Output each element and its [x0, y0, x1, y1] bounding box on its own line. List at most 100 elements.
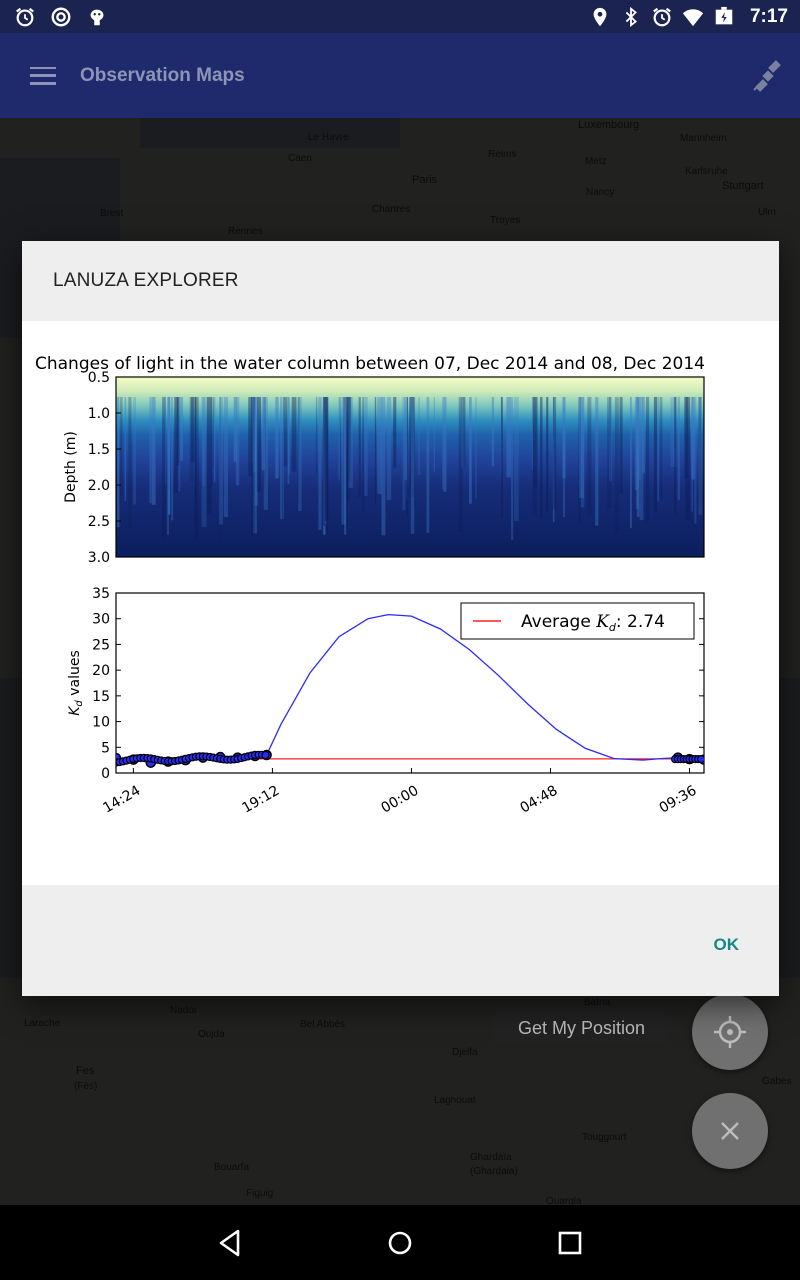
heatmap-streak — [579, 397, 584, 499]
heatmap-streak — [500, 397, 502, 475]
menu-icon[interactable] — [30, 66, 56, 85]
heatmap-streak — [691, 397, 695, 480]
heatmap-streak — [133, 397, 137, 505]
heatmap-streak — [180, 397, 184, 461]
heatmap-streak — [287, 397, 290, 485]
kd-y-tick-label: 10 — [92, 715, 110, 731]
heatmap-streak — [413, 397, 416, 508]
heatmap-streak — [346, 397, 351, 501]
heatmap-streak — [685, 397, 691, 521]
heatmap-streak — [151, 397, 156, 505]
heatmap-streak — [539, 397, 543, 519]
dialog-body: Changes of light in the water column bet… — [22, 321, 779, 885]
heatmap-streak — [587, 397, 592, 517]
heatmap-streak — [323, 397, 326, 535]
heatmap-y-tick-label: 1.5 — [88, 442, 110, 458]
heatmap-streak — [263, 397, 266, 487]
kd-x-tick-label: 19:12 — [239, 783, 282, 817]
heatmap-streak — [580, 397, 585, 508]
app-title: Observation Maps — [80, 64, 245, 86]
heatmap-streak — [167, 397, 171, 515]
heatmap-streak — [511, 397, 514, 540]
heatmap-streak — [206, 397, 211, 514]
heatmap-streak — [344, 397, 347, 535]
kd-legend: Average Kd: 2.74 — [460, 602, 695, 640]
heatmap-streak — [698, 397, 702, 508]
heatmap-streak — [167, 397, 169, 535]
heatmap-streak — [443, 397, 447, 492]
heatmap-streak — [120, 397, 123, 496]
heatmap-streak — [194, 397, 199, 539]
heatmap-streak — [324, 397, 329, 521]
recents-icon[interactable] — [554, 1227, 586, 1259]
alarm-icon — [653, 7, 671, 26]
heatmap-streak — [190, 397, 195, 463]
heatmap-streak — [469, 397, 472, 504]
heatmap-streak — [212, 397, 214, 467]
clear-button[interactable] — [692, 1093, 768, 1169]
heatmap-cells — [116, 377, 704, 557]
heatmap-streak — [257, 397, 262, 493]
dialog-header: LANUZA EXPLORER — [22, 241, 779, 321]
android-icon — [90, 9, 104, 25]
back-icon[interactable] — [214, 1227, 246, 1259]
heatmap-streak — [251, 397, 256, 464]
heatmap-streak — [117, 397, 120, 528]
satellite-icon[interactable] — [750, 58, 786, 94]
location-icon — [593, 7, 607, 26]
kd-plot-area — [116, 613, 704, 768]
heatmap-streak — [491, 397, 494, 467]
locate-button[interactable] — [692, 994, 768, 1070]
heatmap-streak — [641, 397, 646, 474]
heatmap-streak — [364, 397, 368, 497]
heatmap-streak — [532, 397, 537, 516]
dialog-footer: OK — [22, 885, 779, 996]
heatmap-y-tick-label: 3.0 — [88, 550, 110, 566]
home-icon[interactable] — [384, 1227, 416, 1259]
heatmap-streak — [406, 397, 409, 518]
heatmap-streak — [233, 397, 237, 462]
heatmap-streak — [645, 397, 650, 522]
heatmap-streak — [298, 397, 302, 512]
heatmap-streak — [297, 397, 300, 507]
heatmap-streak — [362, 397, 364, 512]
heatmap-streak — [219, 397, 223, 525]
heatmap-streak — [318, 397, 322, 530]
heatmap-streak — [578, 397, 581, 523]
heatmap-streak — [410, 397, 415, 534]
heatmap-streak — [698, 397, 703, 515]
heatmap-streak — [377, 397, 383, 494]
heatmap-streak — [506, 397, 512, 478]
heatmap-streak — [210, 397, 213, 487]
heatmap-streak — [343, 397, 348, 531]
heatmap-streak — [552, 397, 557, 510]
status-bar: 7:17 — [0, 0, 800, 33]
heatmap-streak — [659, 397, 663, 496]
heatmap-streak — [694, 397, 697, 524]
heatmap-streak — [124, 397, 127, 501]
heatmap-streak — [607, 397, 612, 509]
heatmap-streak — [348, 397, 353, 488]
heatmap-streaks — [117, 397, 704, 540]
heatmap-streak — [635, 397, 639, 509]
heatmap-streak — [288, 397, 290, 475]
heatmap-streak — [219, 397, 221, 539]
heatmap-streak — [562, 397, 566, 479]
heatmap-streak — [381, 397, 386, 536]
heatmap-streak — [315, 397, 318, 475]
heatmap-streak — [677, 397, 680, 501]
heatmap-streak — [595, 397, 599, 526]
heatmap-streak — [683, 397, 689, 479]
heatmap-streak — [636, 397, 640, 517]
kd-y-axis-label: Kd values — [67, 650, 85, 716]
heatmap-streak — [202, 397, 205, 487]
heatmap-streak — [201, 397, 207, 527]
heatmap-streak — [171, 397, 173, 521]
ok-button[interactable]: OK — [713, 935, 740, 954]
heatmap-streak — [630, 397, 632, 529]
heatmap-streak — [325, 397, 328, 525]
heatmap-y-tick-label: 1.0 — [88, 406, 110, 422]
heatmap-streak — [619, 397, 623, 494]
get-position-button[interactable]: Get My Position — [493, 1010, 670, 1046]
heatmap-streak — [402, 397, 406, 511]
